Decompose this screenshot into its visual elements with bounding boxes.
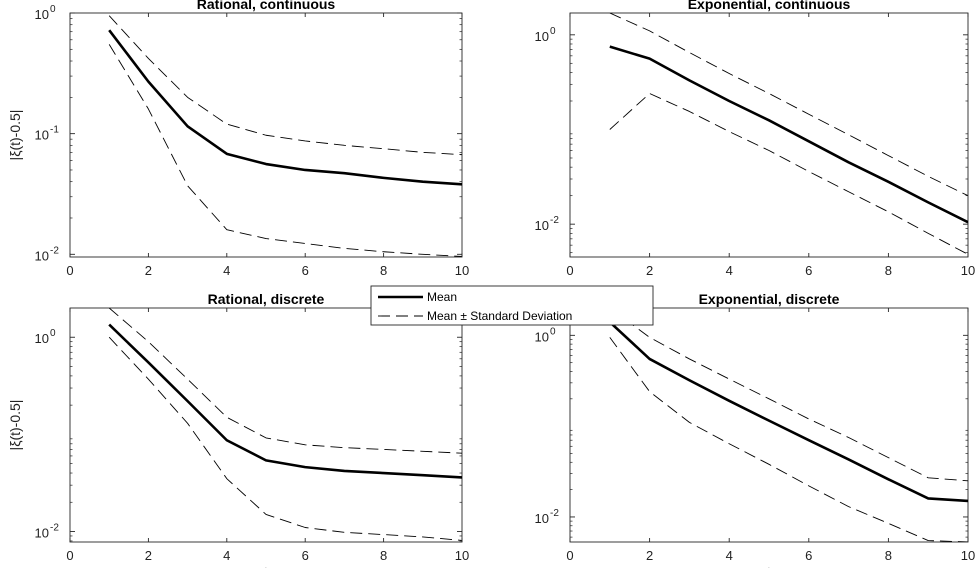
x-tick-label: 8 — [380, 548, 387, 563]
x-tick-label: 10 — [961, 548, 975, 563]
chart-title: Rational, discrete — [208, 291, 325, 307]
plot-area — [69, 307, 463, 543]
series-line-upper-sd — [108, 15, 462, 156]
y-tick-exponent: -2 — [550, 508, 559, 519]
y-tick-exponent: 0 — [50, 4, 56, 15]
y-tick-exponent: 0 — [550, 26, 556, 37]
y-axis-label: |ξ(t)-0.5| — [7, 110, 23, 161]
series-line-lower-sd — [609, 337, 968, 542]
chart-title: Rational, continuous — [197, 0, 336, 12]
x-tick-label: 2 — [646, 548, 653, 563]
y-tick-label: 10 — [35, 128, 49, 143]
x-tick-label: 8 — [885, 548, 892, 563]
y-tick-exponent: -2 — [50, 245, 59, 256]
x-tick-label: 8 — [380, 263, 387, 278]
series-line-upper-sd — [108, 308, 462, 454]
x-tick-label: 4 — [726, 263, 733, 278]
x-tick-label: 0 — [566, 263, 573, 278]
series-line-mean — [108, 323, 462, 479]
x-tick-label: 10 — [961, 263, 975, 278]
x-tick-label: 2 — [145, 263, 152, 278]
x-tick-label: 0 — [566, 548, 573, 563]
x-tick-label: 2 — [646, 263, 653, 278]
x-tick-label: 4 — [223, 263, 230, 278]
y-tick-base: 10 — [35, 128, 49, 143]
x-tick-label: 2 — [145, 548, 152, 563]
series-line-upper-sd — [609, 308, 968, 482]
series-line-mean — [608, 321, 968, 503]
y-tick-label: 10 — [35, 7, 49, 22]
legend-box — [370, 285, 654, 326]
y-tick-label: 10 — [535, 29, 549, 44]
x-tick-label: 6 — [302, 548, 309, 563]
y-axis-label: |ξ(t)-0.5| — [7, 400, 23, 451]
y-tick-exponent: -2 — [50, 523, 59, 534]
y-tick-label: 10 — [535, 218, 549, 233]
x-tick-label: 8 — [885, 263, 892, 278]
y-tick-label: 10 — [535, 329, 549, 344]
x-tick-label: 6 — [805, 263, 812, 278]
y-tick-label: 10 — [535, 511, 549, 526]
plot-area — [569, 12, 969, 258]
x-tick-label: 10 — [455, 263, 469, 278]
y-tick-exponent: 0 — [50, 328, 56, 339]
x-tick-label: 0 — [66, 548, 73, 563]
y-tick-label: 10 — [35, 331, 49, 346]
x-axis-label: t — [264, 564, 268, 568]
y-tick-base: 10 — [535, 329, 549, 344]
y-tick-base: 10 — [535, 29, 549, 44]
x-tick-label: 0 — [66, 263, 73, 278]
x-axis-label: t — [767, 564, 771, 568]
x-tick-label: 10 — [455, 548, 469, 563]
series-line-mean — [108, 29, 462, 186]
y-tick-label: 10 — [35, 526, 49, 541]
y-tick-exponent: -2 — [550, 215, 559, 226]
x-tick-label: 4 — [726, 548, 733, 563]
series-line-lower-sd — [609, 93, 968, 255]
legend: Mean Mean ± Standard Deviation — [370, 285, 654, 326]
series-line-upper-sd — [609, 13, 968, 197]
y-tick-base: 10 — [35, 7, 49, 22]
series-line-mean — [609, 45, 968, 224]
chart-title: Exponential, continuous — [688, 0, 851, 12]
x-tick-label: 6 — [805, 548, 812, 563]
y-tick-base: 10 — [535, 218, 549, 233]
x-tick-label: 4 — [223, 548, 230, 563]
legend-label-sd: Mean ± Standard Deviation — [427, 309, 572, 323]
y-tick-label: 10 — [35, 248, 49, 263]
legend-label-mean: Mean — [427, 290, 457, 304]
series-line-lower-sd — [108, 336, 462, 541]
y-tick-base: 10 — [35, 331, 49, 346]
x-tick-label: 6 — [302, 263, 309, 278]
y-tick-base: 10 — [35, 526, 49, 541]
y-tick-base: 10 — [35, 248, 49, 263]
y-tick-exponent: -1 — [50, 125, 59, 136]
chart-title: Exponential, discrete — [699, 291, 840, 307]
y-tick-base: 10 — [535, 511, 549, 526]
series-line-lower-sd — [108, 44, 462, 257]
y-tick-exponent: 0 — [550, 326, 556, 337]
plot-area — [569, 307, 969, 543]
